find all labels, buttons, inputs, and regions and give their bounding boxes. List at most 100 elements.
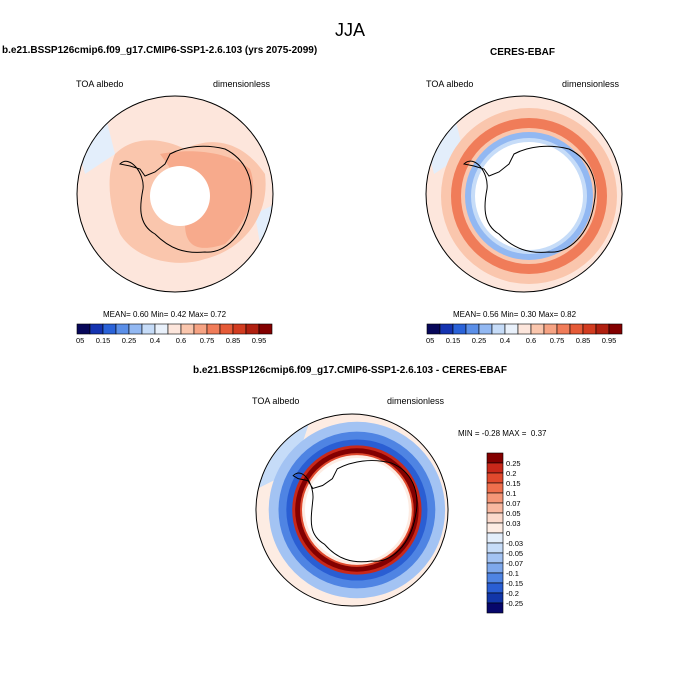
colorbar-box bbox=[595, 323, 610, 335]
colorbar-box bbox=[504, 323, 519, 335]
colorbar-label: 0.15 bbox=[446, 336, 461, 345]
colorbar-box bbox=[486, 512, 504, 524]
colorbar-box bbox=[486, 552, 504, 564]
colorbar-label: -0.05 bbox=[506, 549, 523, 558]
colorbar-label: 0.4 bbox=[150, 336, 160, 345]
map-difference bbox=[255, 413, 449, 607]
mean-value: 0.56 bbox=[483, 310, 499, 319]
colorbar-label: 0 bbox=[506, 529, 510, 538]
colorbar-label: 0.05 bbox=[506, 509, 521, 518]
panel3-right-label: dimensionless bbox=[387, 396, 445, 406]
colorbar-box bbox=[245, 323, 260, 335]
colorbar-label: 0.05 bbox=[426, 336, 434, 345]
colorbar-label: 0.4 bbox=[500, 336, 510, 345]
colorbar-label: -0.03 bbox=[506, 539, 523, 548]
panel3-stats: MIN = -0.28 MAX = 0.37 bbox=[458, 429, 547, 438]
colorbar-box bbox=[486, 582, 504, 594]
colorbar-box bbox=[219, 323, 234, 335]
colorbar-box bbox=[439, 323, 454, 335]
colorbar-box bbox=[569, 323, 584, 335]
colorbar-label: 0.07 bbox=[506, 499, 521, 508]
colorbar-label: 0.1 bbox=[506, 489, 516, 498]
colorbar-label: -0.15 bbox=[506, 579, 523, 588]
colorbar-label: 0.6 bbox=[526, 336, 536, 345]
colorbar-box bbox=[486, 492, 504, 504]
colorbar-box bbox=[167, 323, 182, 335]
colorbar-box bbox=[486, 482, 504, 494]
colorbar-label: 0.75 bbox=[200, 336, 215, 345]
colorbar-label: 0.05 bbox=[76, 336, 84, 345]
colorbar-label: -0.1 bbox=[506, 569, 519, 578]
colorbar-box bbox=[206, 323, 221, 335]
colorbar-box bbox=[115, 323, 130, 335]
min-value: 0.42 bbox=[170, 310, 187, 319]
colorbar-box bbox=[465, 323, 480, 335]
panel1-title: b.e21.BSSP126cmip6.f09_g17.CMIP6-SSP1-2.… bbox=[2, 45, 318, 56]
colorbar-label: 0.03 bbox=[506, 519, 521, 528]
max-label: Max= bbox=[538, 310, 559, 319]
colorbar-box bbox=[154, 323, 169, 335]
colorbar-box bbox=[76, 323, 91, 335]
colorbar-box bbox=[486, 472, 504, 484]
colorbar-label: 0.2 bbox=[506, 469, 516, 478]
max-value: 0.82 bbox=[560, 310, 577, 319]
colorbar-box bbox=[426, 323, 441, 335]
colorbar-box bbox=[478, 323, 493, 335]
map-model bbox=[76, 95, 274, 293]
colorbar-label: 0.25 bbox=[506, 459, 521, 468]
max-label: Max= bbox=[188, 310, 209, 319]
max-value: 0.72 bbox=[210, 310, 227, 319]
colorbar-ceres: 0.05 0.15 0.25 0.4 0.6 0.75 0.85 0.95 bbox=[426, 323, 623, 345]
mean-label: MEAN= bbox=[103, 310, 131, 319]
colorbar-difference: 0.250.20.150.10.070.050.030-0.03-0.05 -0.… bbox=[486, 452, 523, 614]
panel1-left-label: TOA albedo bbox=[76, 79, 124, 89]
colorbar-box bbox=[486, 592, 504, 604]
panel1-stats: MEAN= 0.60 Min= 0.42 Max= 0.72 bbox=[103, 310, 226, 319]
colorbar-box bbox=[193, 323, 208, 335]
panel2-left-label: TOA albedo bbox=[426, 79, 474, 89]
colorbar-label: -0.25 bbox=[506, 599, 523, 608]
colorbar-box bbox=[543, 323, 558, 335]
colorbar-box bbox=[486, 462, 504, 474]
colorbar-box bbox=[486, 562, 504, 574]
colorbar-box bbox=[491, 323, 506, 335]
page-title: JJA bbox=[334, 20, 365, 40]
panel3-title: b.e21.BSSP126cmip6.f09_g17.CMIP6-SSP1-2.… bbox=[192, 365, 508, 376]
colorbar-model: 0.05 0.15 0.25 0.4 0.6 0.75 0.85 0.95 bbox=[76, 323, 273, 345]
min-value: 0.30 bbox=[520, 310, 537, 319]
colorbar-box bbox=[452, 323, 467, 335]
colorbar-box bbox=[486, 522, 504, 534]
colorbar-box bbox=[102, 323, 117, 335]
colorbar-label: 0.25 bbox=[472, 336, 487, 345]
colorbar-label: 0.75 bbox=[550, 336, 565, 345]
colorbar-label: 0.15 bbox=[96, 336, 111, 345]
colorbar-box bbox=[232, 323, 247, 335]
panel2-title: CERES-EBAF bbox=[490, 47, 556, 58]
panel2-stats: MEAN= 0.56 Min= 0.30 Max= 0.82 bbox=[453, 310, 576, 319]
colorbar-box bbox=[141, 323, 156, 335]
map-ceres bbox=[425, 95, 623, 293]
colorbar-label: 0.15 bbox=[506, 479, 521, 488]
colorbar-label: 0.6 bbox=[176, 336, 186, 345]
colorbar-box bbox=[258, 323, 273, 335]
colorbar-box bbox=[486, 572, 504, 584]
colorbar-box bbox=[608, 323, 623, 335]
colorbar-label: 0.95 bbox=[602, 336, 617, 345]
colorbar-box bbox=[128, 323, 143, 335]
min-label: Min= bbox=[150, 310, 169, 319]
colorbar-box bbox=[89, 323, 104, 335]
colorbar-box bbox=[582, 323, 597, 335]
colorbar-box bbox=[486, 502, 504, 514]
colorbar-box bbox=[486, 542, 504, 554]
colorbar-label: 0.85 bbox=[576, 336, 591, 345]
panel3-left-label: TOA albedo bbox=[252, 396, 300, 406]
colorbar-label: -0.2 bbox=[506, 589, 519, 598]
colorbar-label: 0.25 bbox=[122, 336, 137, 345]
colorbar-box bbox=[486, 452, 504, 464]
colorbar-box bbox=[517, 323, 532, 335]
mean-label: MEAN= bbox=[453, 310, 481, 319]
colorbar-box bbox=[556, 323, 571, 335]
colorbar-box bbox=[486, 532, 504, 544]
mean-value: 0.60 bbox=[133, 310, 149, 319]
colorbar-box bbox=[530, 323, 545, 335]
